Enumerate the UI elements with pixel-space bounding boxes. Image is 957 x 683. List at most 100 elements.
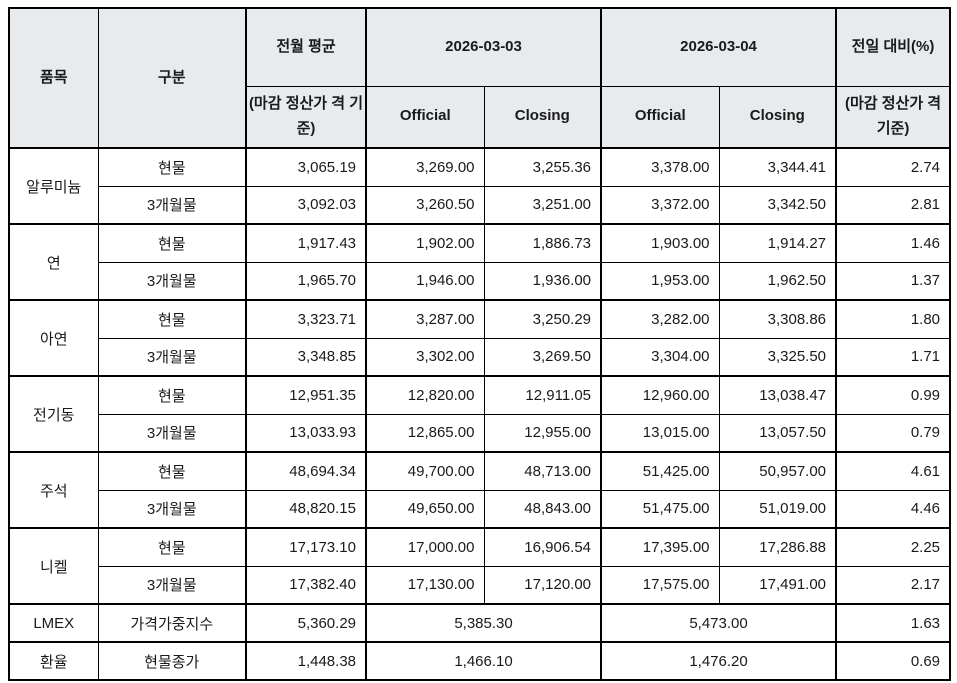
value-cell: 51,475.00 [600,489,720,529]
value-cell: 1,917.43 [245,223,367,263]
value-cell: 0.69 [835,641,951,681]
value-cell: 5,385.30 [364,603,602,643]
category-cell: 3개월물 [97,261,247,301]
header-date-2: 2026-03-04 [600,7,837,87]
value-cell: 51,019.00 [718,489,837,529]
header-official-date-2: Official [600,85,720,149]
value-cell: 13,038.47 [718,375,837,415]
header-prev-month-note: (마감 정산가 격 기준) [245,85,367,149]
value-cell: 48,843.00 [483,489,602,529]
value-cell: 17,286.88 [718,527,837,567]
category-cell: 가격가중지수 [97,603,247,643]
value-cell: 3,348.85 [245,337,367,377]
header-item: 품목 [8,7,99,149]
value-cell: 17,382.40 [245,565,367,605]
value-cell: 3,304.00 [600,337,720,377]
value-cell: 1,914.27 [718,223,837,263]
value-cell: 12,951.35 [245,375,367,415]
value-cell: 12,960.00 [600,375,720,415]
category-cell: 현물종가 [97,641,247,681]
table-row: 3개월물 3,348.85 3,302.00 3,269.50 3,304.00… [9,337,951,377]
category-cell: 현물 [97,223,247,263]
value-cell: 1,903.00 [600,223,720,263]
category-cell: 3개월물 [97,413,247,453]
value-cell: 17,575.00 [600,565,720,605]
value-cell: 12,911.05 [483,375,602,415]
table-row: 3개월물 17,382.40 17,130.00 17,120.00 17,57… [9,565,951,605]
value-cell: 1,936.00 [483,261,602,301]
category-cell: 3개월물 [97,185,247,225]
header-row-1: 품목 구분 전월 평균 2026-03-03 2026-03-04 전일 대비(… [8,7,951,149]
value-cell: 17,000.00 [365,527,485,567]
lme-price-table: 품목 구분 전월 평균 2026-03-03 2026-03-04 전일 대비(… [8,7,952,681]
table-row: 아연 현물 3,323.71 3,287.00 3,250.29 3,282.0… [8,299,951,377]
value-cell: 1.37 [835,261,951,301]
value-cell: 17,491.00 [718,565,837,605]
value-cell: 17,120.00 [483,565,602,605]
header-closing-date-2: Closing [718,85,837,149]
value-cell: 3,065.19 [245,147,367,187]
metal-name-cell: 니켈 [8,527,99,605]
value-cell: 17,395.00 [600,527,720,567]
table-row: 환율 현물종가 1,448.38 1,466.10 1,476.20 0.69 [8,641,951,681]
category-cell: 현물 [97,451,247,491]
value-cell: 0.79 [835,413,951,453]
value-cell: 3,287.00 [365,299,485,339]
value-cell: 0.99 [835,375,951,415]
table-row: 3개월물 48,820.15 49,650.00 48,843.00 51,47… [9,489,951,529]
value-cell: 3,342.50 [718,185,837,225]
value-cell: 3,255.36 [483,147,602,187]
value-cell: 2.74 [835,147,951,187]
metal-name-cell: 주석 [8,451,99,529]
value-cell: 13,057.50 [718,413,837,453]
category-cell: 현물 [97,147,247,187]
category-cell: 현물 [97,299,247,339]
value-cell: 48,713.00 [483,451,602,491]
value-cell: 49,650.00 [365,489,485,529]
category-cell: 현물 [97,527,247,567]
category-cell: 3개월물 [97,489,247,529]
value-cell: 3,372.00 [600,185,720,225]
value-cell: 2.25 [835,527,951,567]
value-cell: 1,448.38 [245,641,367,681]
value-cell: 12,955.00 [483,413,602,453]
header-row-2: (마감 정산가 격 기준) Official Closing Official … [9,85,951,149]
metal-name-cell: 알루미늄 [8,147,99,225]
value-cell: 1,886.73 [483,223,602,263]
value-cell: 49,700.00 [365,451,485,491]
summary-name-cell: 환율 [8,641,99,681]
value-cell: 1.46 [835,223,951,263]
metal-name-cell: 아연 [8,299,99,377]
metal-name-cell: 전기동 [8,375,99,453]
value-cell: 5,360.29 [245,603,367,643]
value-cell: 4.61 [835,451,951,491]
table-row: 3개월물 13,033.93 12,865.00 12,955.00 13,01… [9,413,951,453]
value-cell: 3,260.50 [365,185,485,225]
value-cell: 13,015.00 [600,413,720,453]
summary-name-cell: LMEX [8,603,99,643]
header-prev-month: 전월 평균 [245,7,367,87]
table-row: LMEX 가격가중지수 5,360.29 5,385.30 5,473.00 1… [8,603,951,643]
table-row: 알루미늄 현물 3,065.19 3,269.00 3,255.36 3,378… [8,147,951,225]
table-row: 3개월물 3,092.03 3,260.50 3,251.00 3,372.00… [9,185,951,225]
value-cell: 3,269.00 [365,147,485,187]
value-cell: 1.71 [835,337,951,377]
category-cell: 3개월물 [97,337,247,377]
value-cell: 1,962.50 [718,261,837,301]
value-cell: 12,865.00 [365,413,485,453]
header-date-1: 2026-03-03 [364,7,602,87]
category-cell: 현물 [97,375,247,415]
value-cell: 1.63 [835,603,951,643]
value-cell: 1,902.00 [365,223,485,263]
value-cell: 2.17 [835,565,951,605]
value-cell: 3,269.50 [483,337,602,377]
value-cell: 4.46 [835,489,951,529]
table-row: 3개월물 1,965.70 1,946.00 1,936.00 1,953.00… [9,261,951,301]
value-cell: 1.80 [835,299,951,339]
header-closing-date-1: Closing [483,85,602,149]
value-cell: 3,325.50 [718,337,837,377]
value-cell: 3,282.00 [600,299,720,339]
value-cell: 3,344.41 [718,147,837,187]
table-row: 니켈 현물 17,173.10 17,000.00 16,906.54 17,3… [8,527,951,605]
